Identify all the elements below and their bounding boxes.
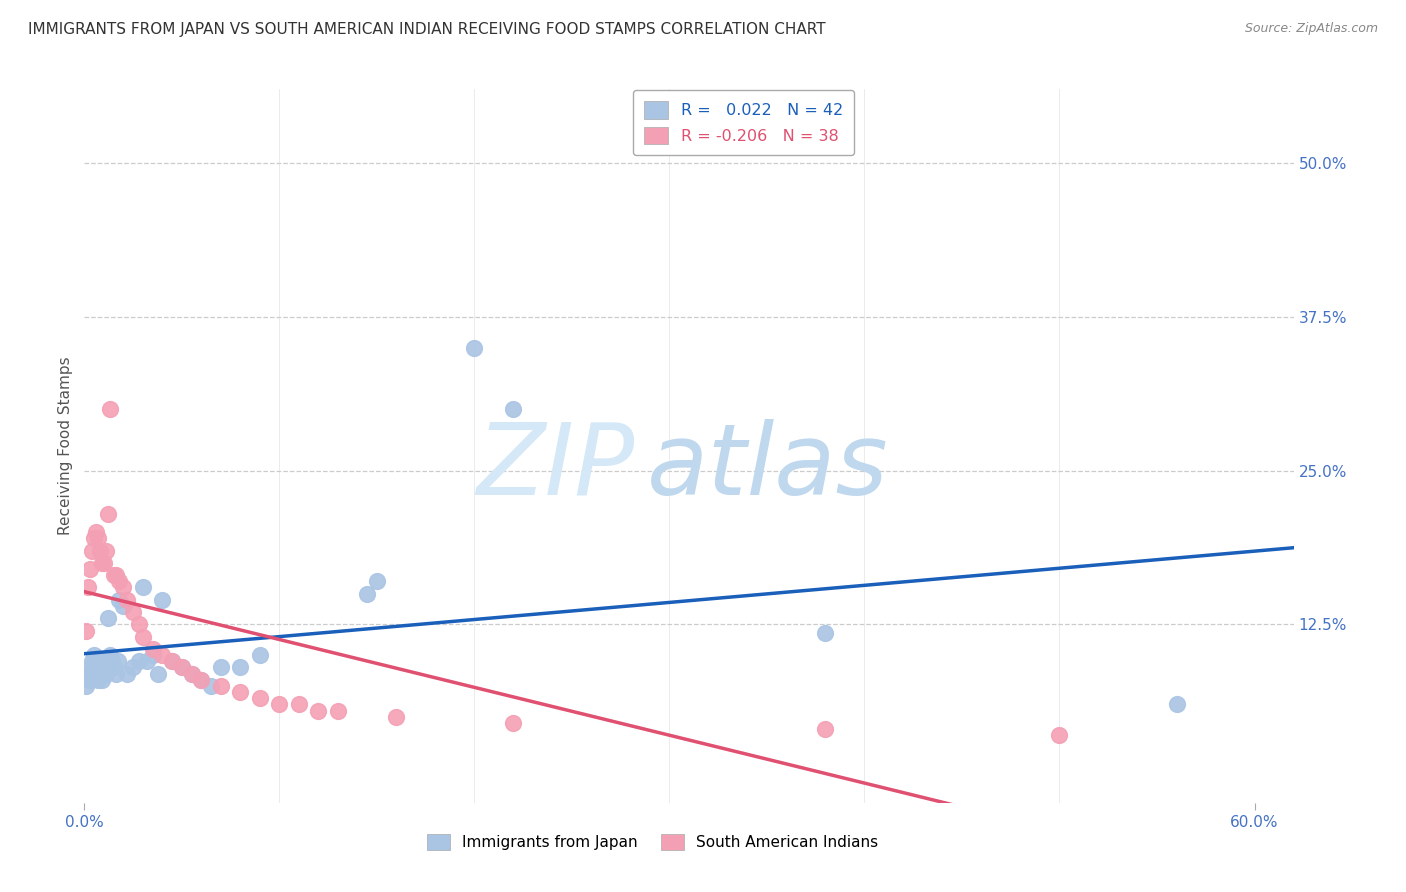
Point	[97, 611, 120, 625]
Point	[269, 698, 291, 712]
Point	[104, 666, 127, 681]
Point	[108, 574, 131, 589]
Point	[112, 599, 135, 613]
Point	[150, 592, 173, 607]
Point	[366, 574, 388, 589]
Point	[814, 722, 837, 736]
Point	[75, 679, 97, 693]
Point	[112, 581, 135, 595]
Point	[385, 709, 408, 723]
Point	[79, 562, 101, 576]
Point	[128, 617, 150, 632]
Point	[98, 402, 121, 417]
Point	[142, 642, 165, 657]
Point	[75, 624, 97, 638]
Point	[93, 556, 115, 570]
Legend: Immigrants from Japan, South American Indians: Immigrants from Japan, South American In…	[418, 824, 887, 859]
Point	[150, 648, 173, 662]
Point	[93, 660, 115, 674]
Point	[190, 673, 212, 687]
Point	[209, 679, 232, 693]
Point	[89, 654, 111, 668]
Point	[107, 654, 129, 668]
Point	[83, 531, 105, 545]
Point	[84, 525, 107, 540]
Point	[229, 685, 252, 699]
Point	[128, 654, 150, 668]
Point	[463, 341, 485, 355]
Point	[94, 543, 117, 558]
Point	[132, 581, 155, 595]
Point	[326, 704, 349, 718]
Point	[288, 698, 311, 712]
Point	[170, 660, 193, 674]
Point	[87, 673, 110, 687]
Point	[249, 691, 271, 706]
Point	[97, 507, 120, 521]
Point	[108, 592, 131, 607]
Point	[82, 543, 104, 558]
Point	[1049, 728, 1071, 742]
Point	[117, 592, 139, 607]
Point	[1166, 698, 1188, 712]
Point	[104, 568, 127, 582]
Point	[103, 660, 125, 674]
Point	[142, 648, 165, 662]
Point	[209, 660, 232, 674]
Point	[160, 654, 183, 668]
Point	[170, 660, 193, 674]
Point	[132, 630, 155, 644]
Point	[502, 402, 524, 417]
Y-axis label: Receiving Food Stamps: Receiving Food Stamps	[58, 357, 73, 535]
Text: Source: ZipAtlas.com: Source: ZipAtlas.com	[1244, 22, 1378, 36]
Point	[356, 587, 378, 601]
Point	[117, 666, 139, 681]
Point	[103, 568, 125, 582]
Point	[87, 531, 110, 545]
Point	[100, 654, 122, 668]
Point	[84, 666, 107, 681]
Point	[98, 648, 121, 662]
Text: IMMIGRANTS FROM JAPAN VS SOUTH AMERICAN INDIAN RECEIVING FOOD STAMPS CORRELATION: IMMIGRANTS FROM JAPAN VS SOUTH AMERICAN …	[28, 22, 825, 37]
Point	[307, 704, 329, 718]
Point	[79, 673, 101, 687]
Point	[148, 666, 170, 681]
Point	[190, 673, 212, 687]
Point	[122, 660, 145, 674]
Point	[90, 673, 112, 687]
Point	[90, 556, 112, 570]
Point	[83, 648, 105, 662]
Point	[200, 679, 222, 693]
Point	[82, 654, 104, 668]
Point	[89, 543, 111, 558]
Point	[79, 660, 101, 674]
Point	[229, 660, 252, 674]
Point	[122, 605, 145, 619]
Point	[160, 654, 183, 668]
Point	[77, 581, 100, 595]
Text: ZIP: ZIP	[477, 419, 634, 516]
Point	[814, 626, 837, 640]
Text: atlas: atlas	[647, 419, 889, 516]
Point	[180, 666, 202, 681]
Point	[502, 715, 524, 730]
Point	[94, 666, 117, 681]
Point	[180, 666, 202, 681]
Point	[135, 654, 157, 668]
Point	[77, 666, 100, 681]
Point	[249, 648, 271, 662]
